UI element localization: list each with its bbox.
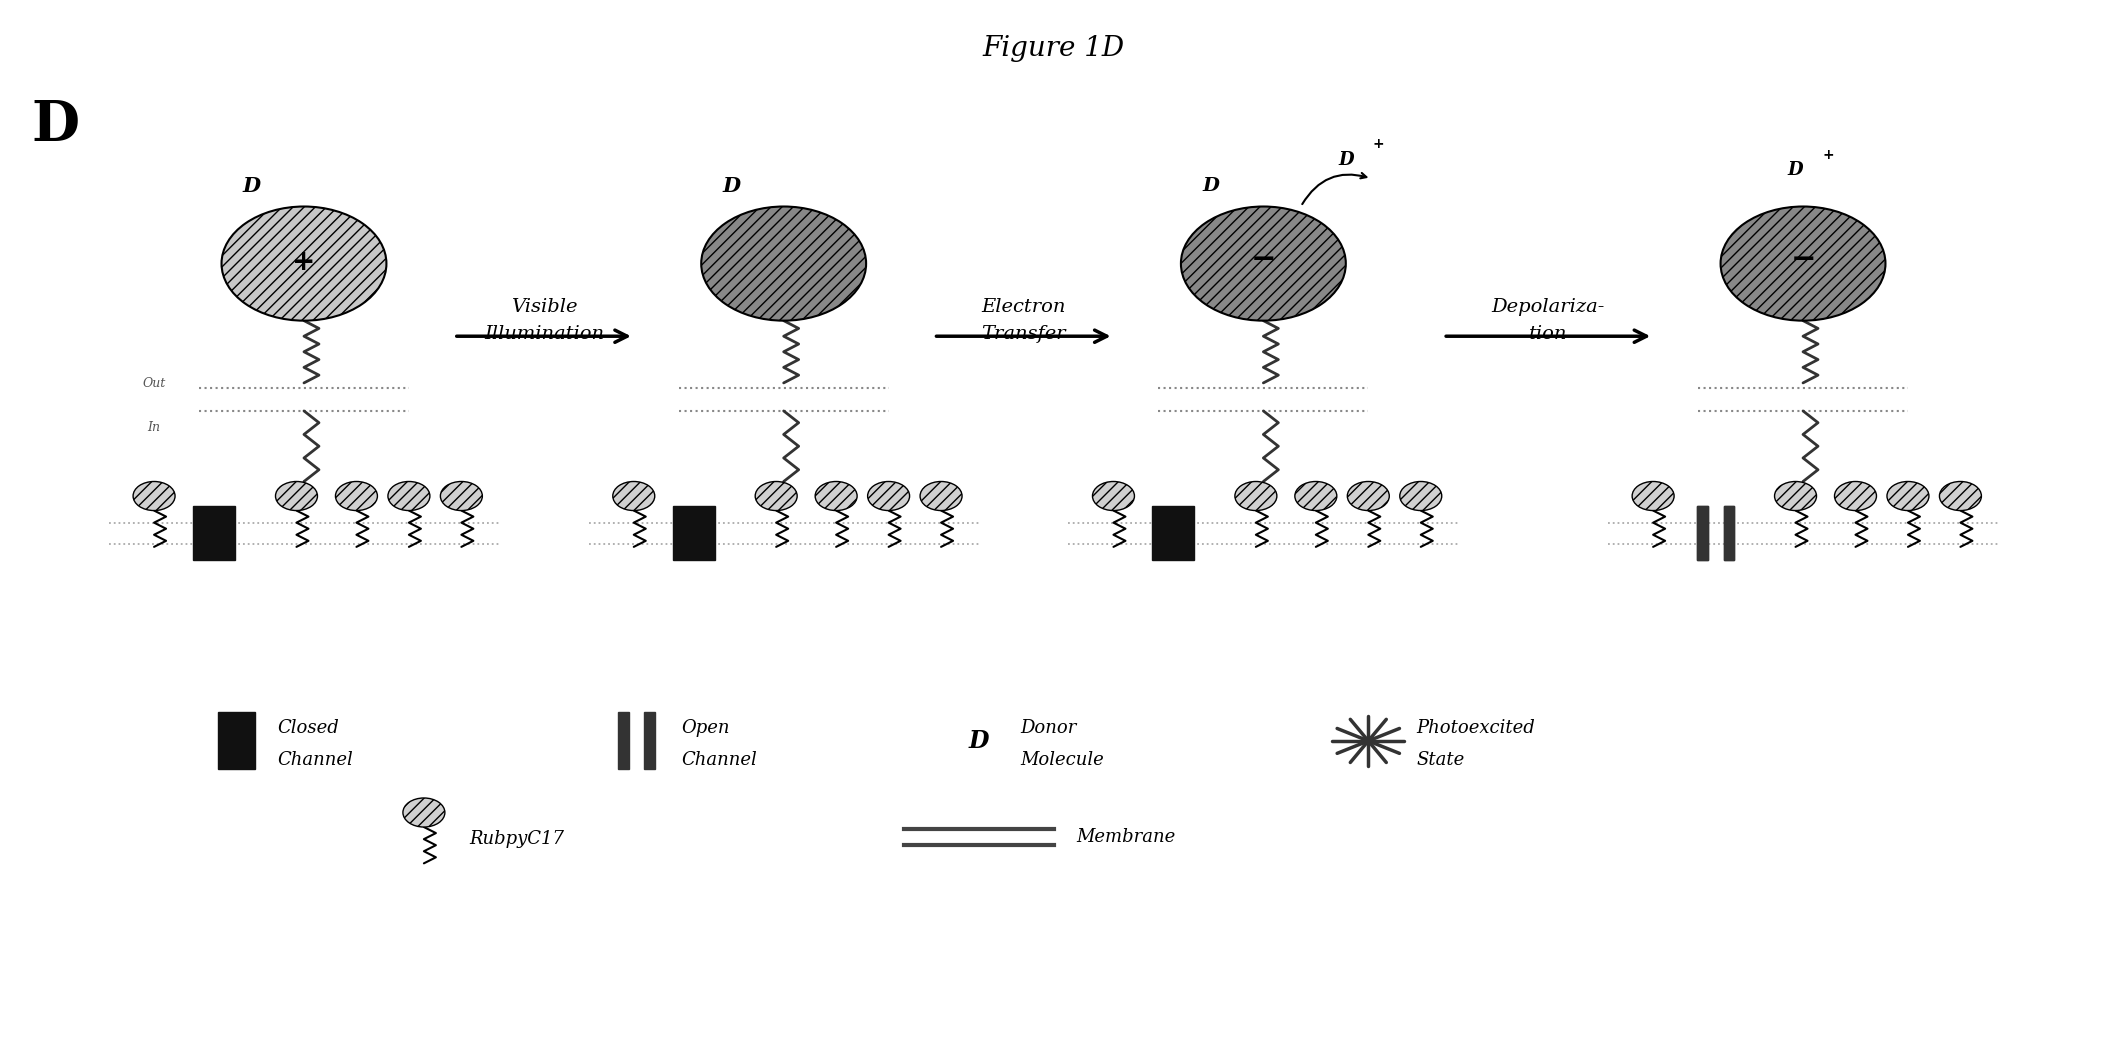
Text: Channel: Channel: [683, 751, 759, 769]
Circle shape: [702, 206, 866, 321]
Circle shape: [1235, 481, 1277, 510]
Bar: [1724, 506, 1734, 561]
Text: Out: Out: [143, 378, 166, 390]
Text: Closed: Closed: [276, 720, 339, 737]
Bar: [1153, 506, 1195, 561]
Circle shape: [921, 481, 963, 510]
Circle shape: [402, 798, 445, 827]
Circle shape: [1399, 481, 1441, 510]
Text: Channel: Channel: [276, 751, 352, 769]
Circle shape: [221, 206, 386, 321]
Text: D: D: [1338, 151, 1353, 168]
Circle shape: [1774, 481, 1816, 510]
Bar: [1724, 506, 1734, 561]
Text: D: D: [242, 176, 261, 196]
Text: RubpyC17: RubpyC17: [470, 831, 565, 848]
Bar: [217, 712, 255, 770]
Text: Transfer: Transfer: [982, 325, 1066, 343]
Text: Electron: Electron: [982, 298, 1066, 316]
Text: Donor: Donor: [1020, 720, 1077, 737]
Bar: [194, 506, 236, 561]
Circle shape: [815, 481, 858, 510]
Text: +: +: [1374, 137, 1384, 152]
Text: D: D: [1787, 161, 1804, 179]
Text: Illumination: Illumination: [485, 325, 605, 343]
Circle shape: [1091, 481, 1134, 510]
Text: Molecule: Molecule: [1020, 751, 1104, 769]
Text: D: D: [1203, 177, 1220, 195]
Circle shape: [1180, 206, 1346, 321]
Circle shape: [1721, 206, 1886, 321]
Circle shape: [1938, 481, 1981, 510]
Text: Membrane: Membrane: [1077, 828, 1176, 846]
Text: −: −: [1252, 245, 1277, 274]
Text: tion: tion: [1530, 325, 1568, 343]
Text: +: +: [293, 248, 316, 275]
Circle shape: [335, 481, 377, 510]
Text: +: +: [1823, 147, 1835, 162]
Text: State: State: [1416, 751, 1464, 769]
Text: Depolariza-: Depolariza-: [1492, 298, 1606, 316]
Circle shape: [1888, 481, 1928, 510]
Text: D: D: [723, 176, 740, 196]
Bar: [672, 506, 714, 561]
Circle shape: [276, 481, 318, 510]
Bar: [645, 712, 655, 770]
Text: In: In: [147, 422, 160, 434]
Text: D: D: [32, 97, 80, 153]
Circle shape: [1346, 481, 1389, 510]
Text: Photoexcited: Photoexcited: [1416, 720, 1536, 737]
Circle shape: [754, 481, 796, 510]
Text: Figure 1D: Figure 1D: [982, 36, 1125, 63]
Circle shape: [868, 481, 910, 510]
Circle shape: [1296, 481, 1336, 510]
Circle shape: [388, 481, 430, 510]
Text: Visible: Visible: [510, 298, 577, 316]
Bar: [617, 712, 628, 770]
Text: −: −: [1791, 245, 1816, 274]
Bar: [1698, 506, 1709, 561]
Circle shape: [1633, 481, 1675, 510]
Circle shape: [613, 481, 655, 510]
Bar: [1698, 506, 1709, 561]
Text: Open: Open: [683, 720, 731, 737]
Text: D: D: [969, 729, 988, 753]
Circle shape: [440, 481, 483, 510]
Circle shape: [1835, 481, 1877, 510]
Circle shape: [133, 481, 175, 510]
